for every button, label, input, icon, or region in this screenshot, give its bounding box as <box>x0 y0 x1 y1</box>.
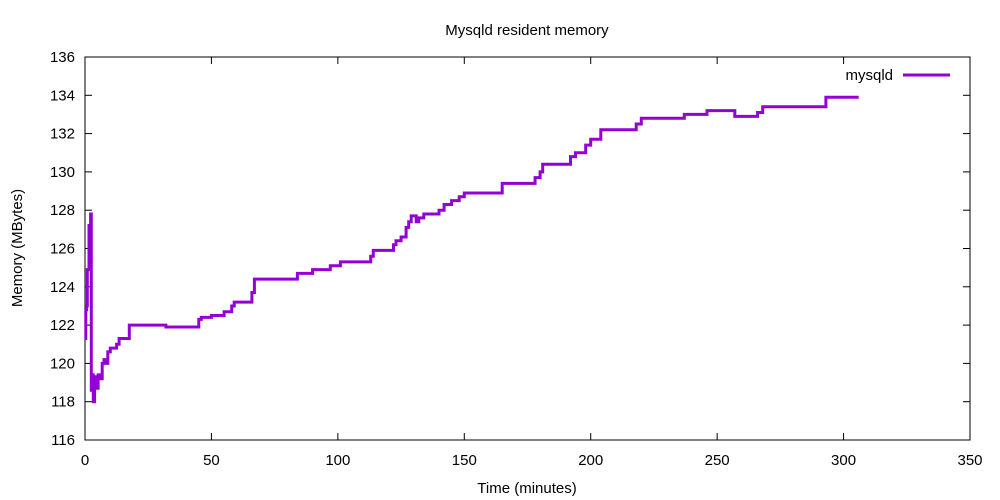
y-tick-label: 126 <box>50 241 75 258</box>
y-axis-label: Memory (MBytes) <box>9 189 26 307</box>
y-tick-label: 116 <box>51 432 75 449</box>
x-tick-label: 100 <box>325 452 350 469</box>
legend: mysqld <box>845 67 950 84</box>
x-tick-label: 200 <box>578 452 603 469</box>
x-tick-label: 350 <box>957 452 982 469</box>
x-tick-label: 250 <box>705 452 730 469</box>
y-tick-label: 130 <box>50 164 75 181</box>
y-tick-label: 128 <box>50 202 75 219</box>
x-axis-label: Time (minutes) <box>477 480 576 497</box>
legend-label-mysqld: mysqld <box>845 67 893 84</box>
y-tick-label: 118 <box>51 394 75 411</box>
y-tick-label: 122 <box>50 317 75 334</box>
x-tick-label: 50 <box>203 452 220 469</box>
plot-frame <box>84 56 971 441</box>
x-tick-label: 0 <box>81 452 89 469</box>
y-tick-label: 124 <box>50 279 75 296</box>
x-tick-label: 300 <box>831 452 856 469</box>
series-line-mysqld <box>84 95 859 404</box>
y-tick-label: 132 <box>50 126 75 143</box>
y-tick-label: 136 <box>50 49 75 66</box>
axis-ticks: 0 50 100 150 200 250 300 350 116 118 120 122 124 126 1… <box>50 49 983 469</box>
y-tick-label: 120 <box>50 355 75 372</box>
x-tick-label: 150 <box>452 452 477 469</box>
chart-title: Mysqld resident memory <box>445 22 609 39</box>
y-tick-label: 134 <box>50 87 75 104</box>
